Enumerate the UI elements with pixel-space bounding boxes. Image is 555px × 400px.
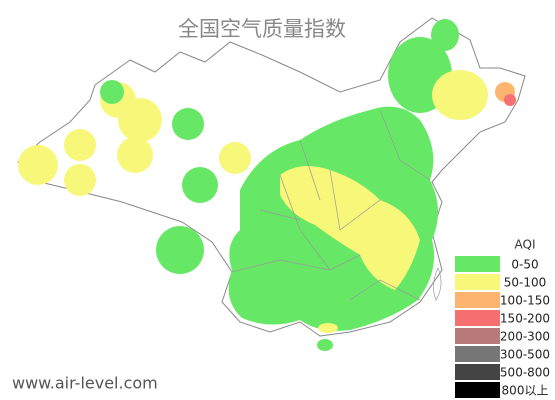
legend-label: 0-50 xyxy=(511,258,538,272)
aqi-areas xyxy=(18,19,516,351)
legend-swatch xyxy=(455,382,500,398)
legend-label: 500-800 xyxy=(500,366,550,380)
area xyxy=(280,166,420,290)
map-title: 全国空气质量指数 xyxy=(178,17,346,41)
legend-label: 100-150 xyxy=(500,294,550,308)
area xyxy=(219,142,251,174)
area xyxy=(64,129,96,161)
legend-swatch xyxy=(455,364,500,380)
legend-label: 300-500 xyxy=(500,348,550,362)
area xyxy=(117,137,153,173)
area xyxy=(64,164,96,196)
area xyxy=(100,80,124,104)
area xyxy=(182,167,218,203)
legend-swatch xyxy=(455,274,500,290)
watermark: www.air-level.com xyxy=(12,374,158,393)
area xyxy=(504,94,516,106)
legend-label: 200-300 xyxy=(500,330,550,344)
legend-swatch xyxy=(455,310,500,326)
area xyxy=(318,323,338,333)
legend-label: 800以上 xyxy=(502,384,549,398)
area xyxy=(432,70,488,120)
area xyxy=(172,108,204,140)
area xyxy=(156,226,204,274)
legend-label: 150-200 xyxy=(500,312,550,326)
area xyxy=(317,339,333,351)
island xyxy=(433,267,442,301)
legend-swatch xyxy=(455,346,500,362)
legend: AQI 0-50 50-100 100-150 150-200 200-300 300-5… xyxy=(452,236,555,400)
legend-swatch xyxy=(455,256,500,272)
legend-swatch xyxy=(455,328,500,344)
area xyxy=(431,19,459,51)
legend-swatch xyxy=(455,292,500,308)
legend-title: AQI xyxy=(515,238,536,252)
legend-label: 50-100 xyxy=(504,276,547,290)
area xyxy=(118,98,162,142)
area xyxy=(18,145,58,185)
